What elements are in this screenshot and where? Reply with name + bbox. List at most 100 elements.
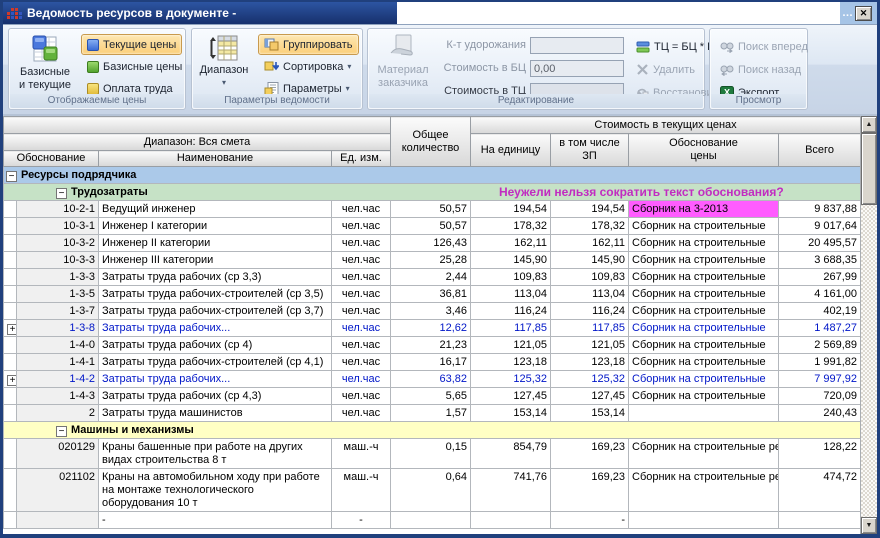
cell-price-basis[interactable]: Сборник на строительные ресурсы 3-2013: [628, 438, 779, 469]
cell-code[interactable]: 1-4-3: [16, 387, 99, 405]
cell-price-basis[interactable]: Сборник на строительные: [628, 353, 779, 371]
cell-price-basis[interactable]: [628, 511, 779, 529]
customer-material-button[interactable]: Материал заказчика: [372, 33, 434, 97]
cell-name[interactable]: Инженер II категории: [98, 234, 332, 252]
base-prices-toggle[interactable]: Базисные цены: [81, 56, 188, 77]
close-button[interactable]: ✕: [855, 5, 872, 21]
cell-price-basis[interactable]: Сборник на строительные: [628, 387, 779, 405]
table-row[interactable]: 2 Затраты труда машинистов чел.час 1,57 153,…: [3, 404, 862, 422]
cell-unit[interactable]: чел.час: [331, 302, 391, 320]
uplift-coeff-input[interactable]: [530, 37, 624, 54]
cell-total[interactable]: 1 487,27: [777, 319, 862, 337]
cell-name[interactable]: Затраты труда рабочих (ср 4): [98, 336, 332, 354]
cell-code[interactable]: [16, 511, 99, 529]
table-row[interactable]: 1-3-7 Затраты труда рабочих-строителей (с…: [3, 302, 862, 320]
cell-unit[interactable]: чел.час: [331, 387, 391, 405]
table-row[interactable]: 1-3-3 Затраты труда рабочих (ср 3,3) чел.ч…: [3, 268, 862, 286]
cell-qty[interactable]: 0,15: [390, 438, 471, 469]
collapse-icon[interactable]: −: [56, 188, 67, 199]
cell-name[interactable]: Затраты труда рабочих-строителей (ср 4,1…: [98, 353, 332, 371]
cell-qty[interactable]: 126,43: [390, 234, 471, 252]
cell-total[interactable]: 240,43: [777, 404, 862, 422]
cell-incl-salary[interactable]: 113,04: [550, 285, 629, 303]
cell-total[interactable]: 474,72: [777, 468, 862, 512]
cell-incl-salary[interactable]: 169,23: [550, 468, 629, 512]
range-button[interactable]: Диапазон ▾: [194, 33, 254, 97]
table-row[interactable]: 10-3-1 Инженер I категории чел.час 50,57 178…: [3, 217, 862, 235]
cell-code[interactable]: 1-3-8: [16, 319, 99, 337]
cell-code[interactable]: 1-4-2: [16, 370, 99, 388]
cell-qty[interactable]: 63,82: [390, 370, 471, 388]
cell-qty[interactable]: 21,23: [390, 336, 471, 354]
cell-per-unit[interactable]: 125,32: [470, 370, 551, 388]
cell-name[interactable]: Затраты труда рабочих-строителей (ср 3,5…: [98, 285, 332, 303]
cell-code[interactable]: 10-3-1: [16, 217, 99, 235]
cell-per-unit[interactable]: 194,54: [470, 200, 551, 218]
cell-total[interactable]: [777, 511, 862, 529]
cell-incl-salary[interactable]: 125,32: [550, 370, 629, 388]
cell-total[interactable]: 7 997,92: [777, 370, 862, 388]
cell-qty[interactable]: 3,46: [390, 302, 471, 320]
cell-unit[interactable]: маш.-ч: [331, 468, 391, 512]
cell-incl-salary[interactable]: 109,83: [550, 268, 629, 286]
cell-code[interactable]: 2: [16, 404, 99, 422]
cell-incl-salary[interactable]: 117,85: [550, 319, 629, 337]
cell-name[interactable]: Ведущий инженер: [98, 200, 332, 218]
delete-button[interactable]: Удалить: [630, 59, 701, 80]
group-row[interactable]: − Ресурсы подрядчика: [3, 166, 862, 184]
cell-per-unit[interactable]: 117,85: [470, 319, 551, 337]
cell-incl-salary[interactable]: 153,14: [550, 404, 629, 422]
scroll-thumb[interactable]: [861, 133, 877, 205]
cell-unit[interactable]: чел.час: [331, 370, 391, 388]
table-row[interactable]: 020129 Краны башенные при работе на други…: [3, 438, 862, 469]
cell-total[interactable]: 20 495,57: [777, 234, 862, 252]
base-and-current-prices-button[interactable]: Базисные и текущие: [13, 33, 77, 97]
cell-unit[interactable]: чел.час: [331, 336, 391, 354]
table-row[interactable]: 10-2-1 Ведущий инженер чел.час 50,57 194,54 1…: [3, 200, 862, 218]
cell-per-unit[interactable]: 162,11: [470, 234, 551, 252]
cell-incl-salary[interactable]: 116,24: [550, 302, 629, 320]
expand-icon[interactable]: +: [7, 324, 16, 335]
cell-price-basis[interactable]: Сборник на строительные: [628, 268, 779, 286]
cell-incl-salary[interactable]: 162,11: [550, 234, 629, 252]
cell-unit[interactable]: чел.час: [331, 251, 391, 269]
tc-formula-button[interactable]: ТЦ = БЦ * К: [630, 36, 720, 57]
cell-qty[interactable]: 16,17: [390, 353, 471, 371]
cell-total[interactable]: 1 991,82: [777, 353, 862, 371]
cell-per-unit[interactable]: 109,83: [470, 268, 551, 286]
sort-button[interactable]: Сортировка ▾: [258, 56, 357, 77]
cell-unit[interactable]: чел.час: [331, 268, 391, 286]
cell-qty[interactable]: 50,57: [390, 200, 471, 218]
cell-unit[interactable]: маш.-ч: [331, 438, 391, 469]
cell-per-unit[interactable]: [470, 511, 551, 529]
collapse-icon[interactable]: −: [56, 426, 67, 437]
scroll-up-icon[interactable]: ▲: [861, 116, 877, 133]
cell-name[interactable]: Инженер III категории: [98, 251, 332, 269]
cell-price-basis[interactable]: Сборник на строительные: [628, 217, 779, 235]
cell-total[interactable]: 402,19: [777, 302, 862, 320]
cell-code[interactable]: 10-3-3: [16, 251, 99, 269]
cell-per-unit[interactable]: 178,32: [470, 217, 551, 235]
cell-unit[interactable]: чел.час: [331, 234, 391, 252]
cell-total[interactable]: 2 569,89: [777, 336, 862, 354]
group-row[interactable]: − Машины и механизмы: [3, 421, 862, 439]
cell-code[interactable]: 021102: [16, 468, 99, 512]
group-row[interactable]: − Трудозатраты Неужели нельзя сократить те…: [3, 183, 862, 201]
cell-code[interactable]: 1-4-0: [16, 336, 99, 354]
collapse-icon[interactable]: −: [6, 171, 17, 182]
cell-qty[interactable]: 5,65: [390, 387, 471, 405]
cell-incl-salary[interactable]: 123,18: [550, 353, 629, 371]
cell-name[interactable]: Затраты труда рабочих (ср 3,3): [98, 268, 332, 286]
cell-price-basis[interactable]: Сборник на строительные: [628, 370, 779, 388]
cell-price-basis[interactable]: Сборник на 3-2013: [628, 200, 779, 218]
cell-code[interactable]: 1-4-1: [16, 353, 99, 371]
cell-name[interactable]: Затраты труда рабочих...: [98, 319, 332, 337]
cell-total[interactable]: 4 161,00: [777, 285, 862, 303]
cell-unit[interactable]: чел.час: [331, 319, 391, 337]
group-button[interactable]: Группировать: [258, 34, 359, 55]
cell-qty[interactable]: 36,81: [390, 285, 471, 303]
cell-qty[interactable]: [390, 511, 471, 529]
cell-unit[interactable]: чел.час: [331, 353, 391, 371]
search-back-button[interactable]: Поиск назад: [714, 59, 807, 80]
current-prices-toggle[interactable]: Текущие цены: [81, 34, 183, 55]
